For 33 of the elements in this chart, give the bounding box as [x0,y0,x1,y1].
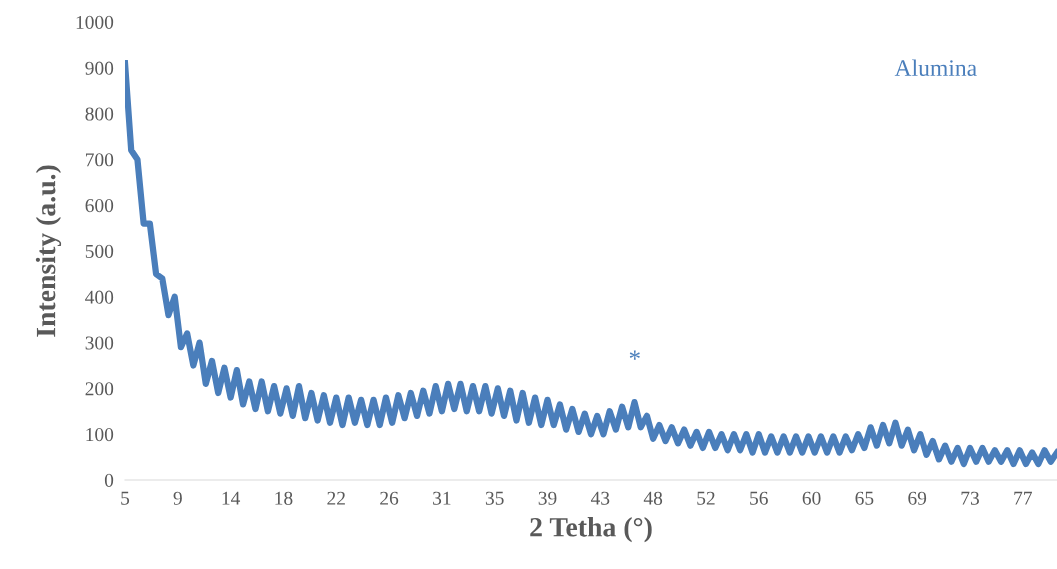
x-tick-label: 35 [485,491,504,505]
y-tick-label: 1000 [76,15,114,29]
x-tick-label: 65 [855,491,874,505]
y-axis-title: Intensity (a.u.) [35,165,62,337]
y-tick-label: 700 [86,153,114,167]
x-tick-label: 56 [750,491,768,505]
x-tick-label: 5 [121,491,130,505]
x-tick-label: 22 [327,491,345,505]
y-tick-label: 600 [85,199,114,213]
x-tick-label: 73 [961,491,979,505]
text: Alumina [894,59,977,76]
x-tick-label: 39 [538,491,557,505]
annotation: * [629,350,640,360]
y-tick-label: 800 [85,107,114,121]
x-tick-label: 26 [380,491,399,505]
y-tick-label: 200 [85,382,114,396]
x-tick-label: 14 [222,491,241,505]
x-tick-label: 31 [433,491,451,505]
x-axis-title: 2 Tetha (°) [530,517,652,543]
y-tick-label: 100 [86,428,114,442]
y-tick-label: 900 [85,61,114,75]
y-tick-label: 300 [85,336,114,350]
y-tick-label: 500 [85,244,114,258]
x-tick-label: 9 [173,491,182,505]
x-tick-label: 69 [908,491,927,505]
y-tick-label: 0 [104,473,114,487]
x-tick-label: 48 [643,491,663,505]
x-tick-label: 60 [802,491,821,505]
x-tick-label: 77 [1014,491,1032,505]
x-tick-label: 18 [275,491,293,505]
x-tick-label: 43 [590,491,610,505]
y-tick-label: 400 [85,290,114,304]
x-tick-label: 52 [697,491,715,505]
